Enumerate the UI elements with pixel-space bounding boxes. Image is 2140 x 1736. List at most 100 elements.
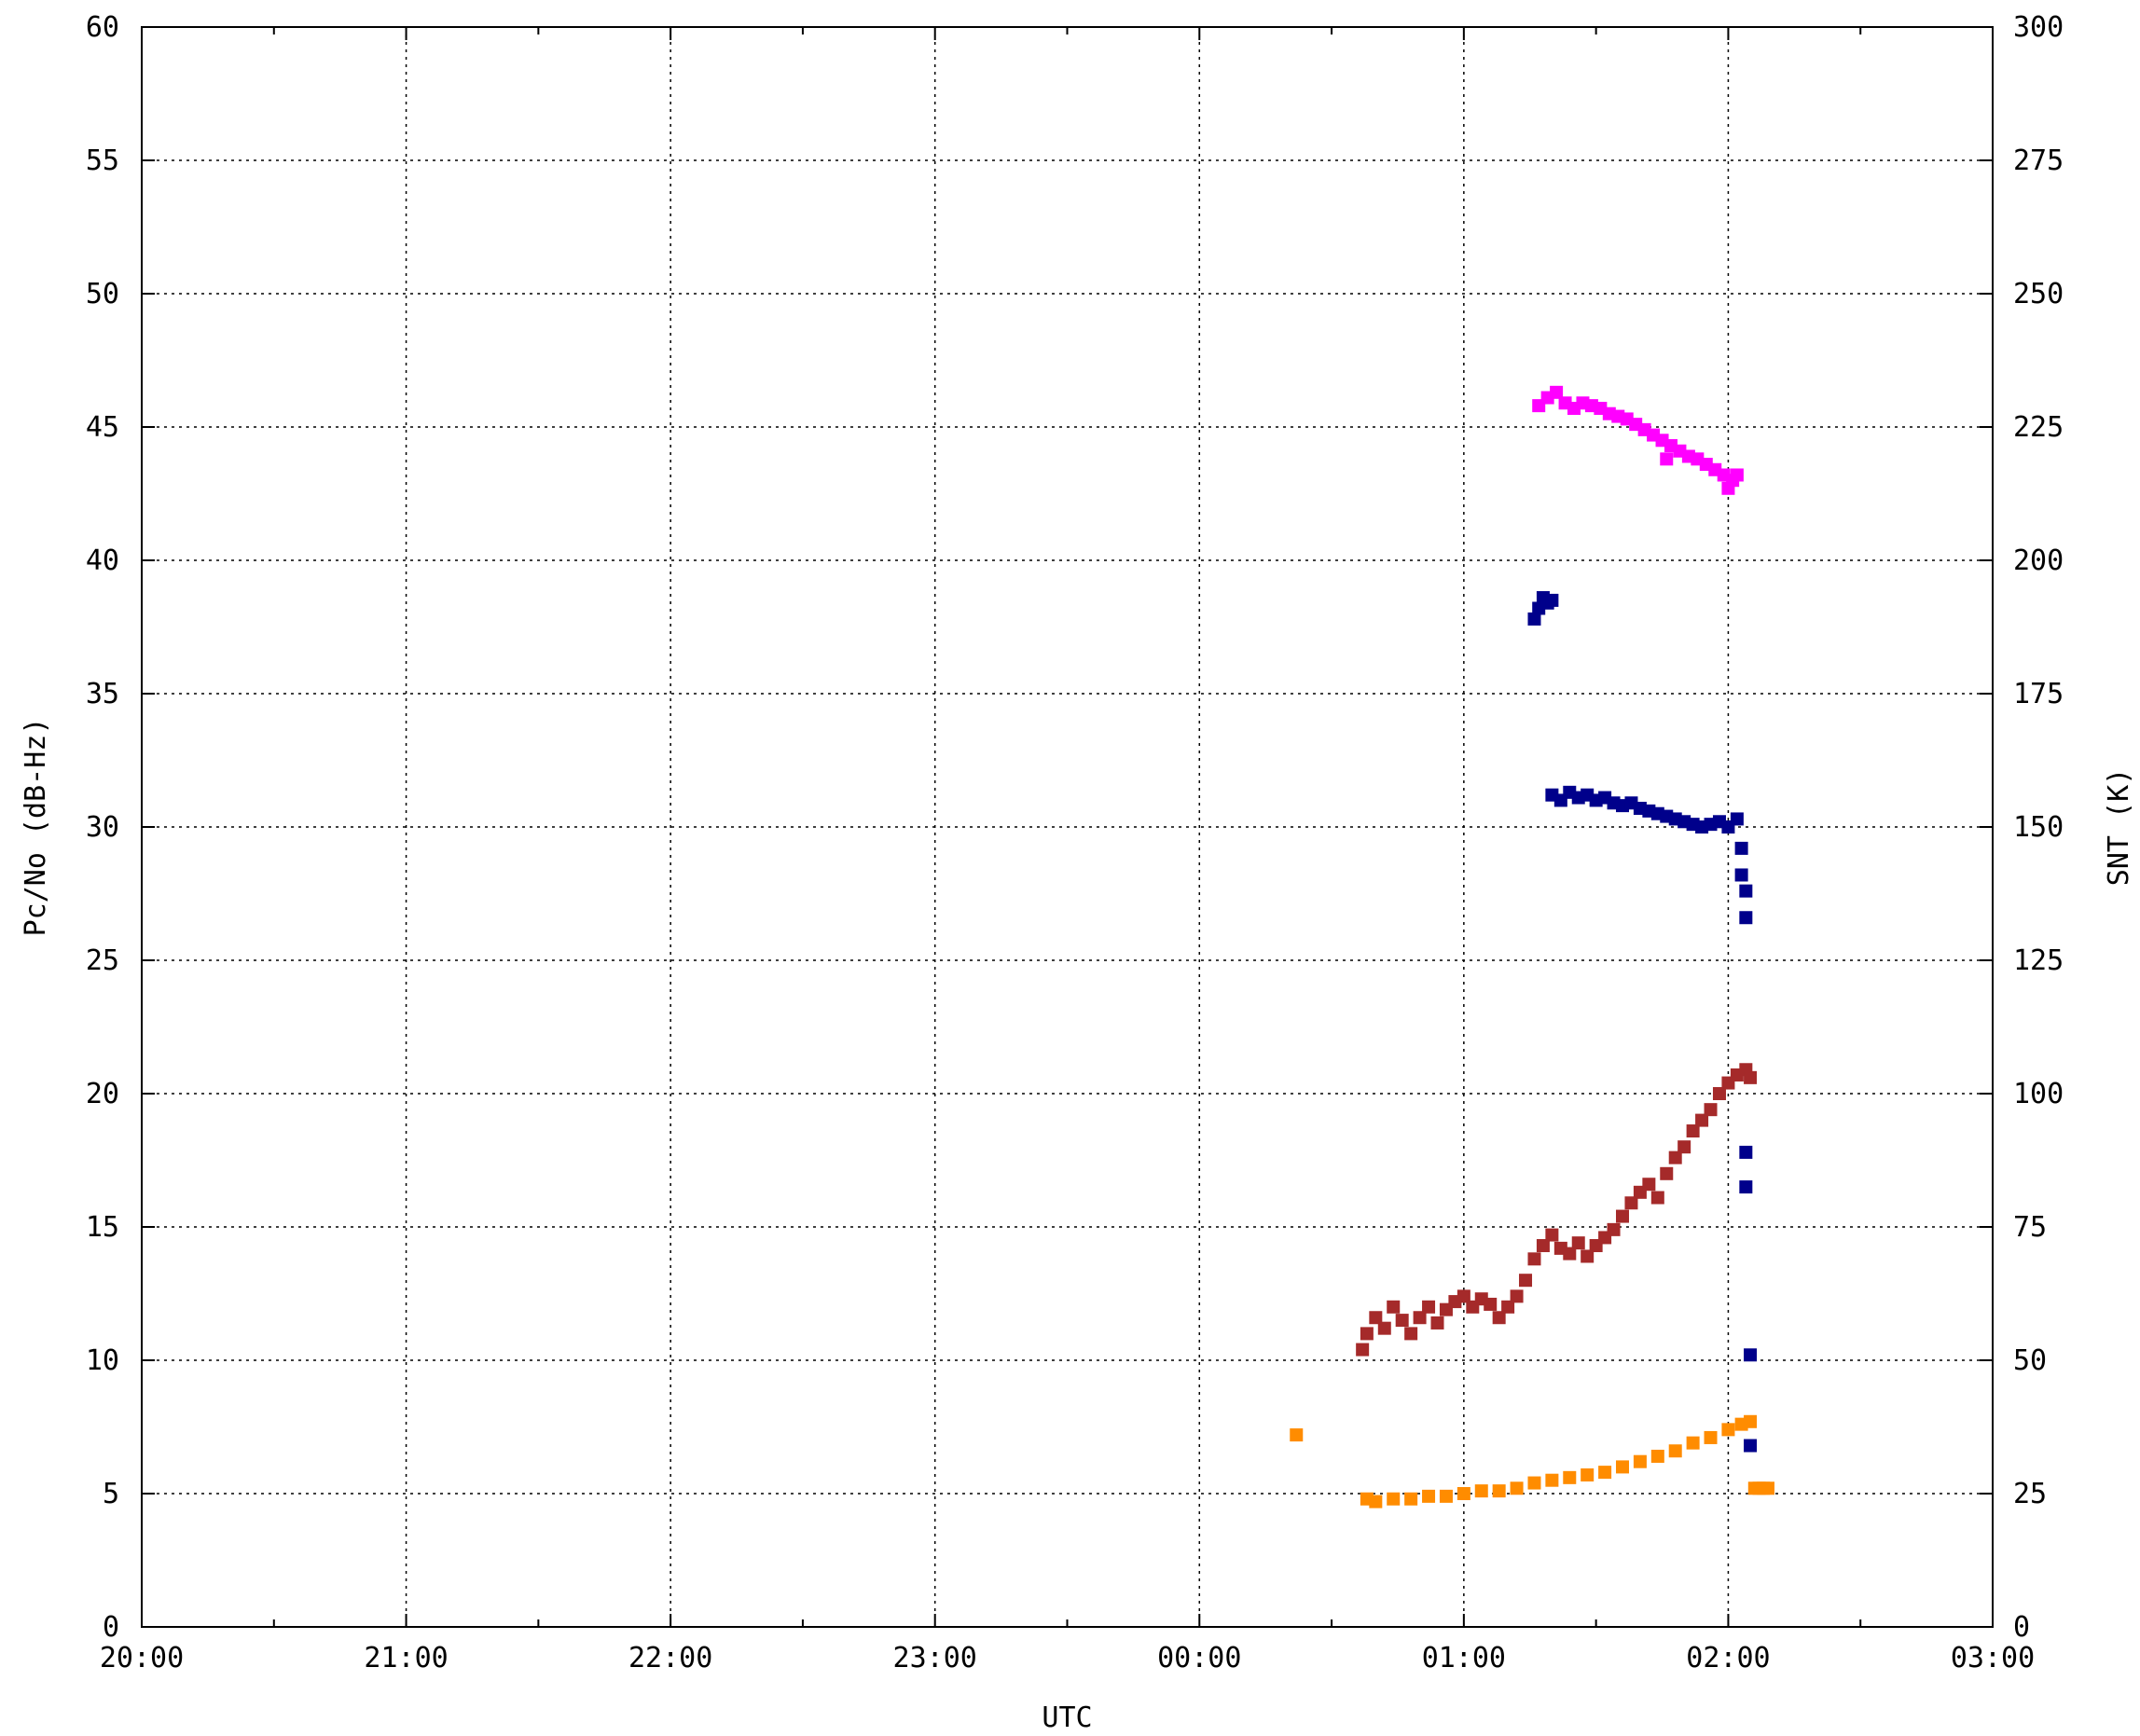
data-point — [1571, 1236, 1585, 1250]
tick-marks — [141, 26, 1994, 1628]
data-point — [1387, 1300, 1401, 1314]
data-point — [1457, 1487, 1470, 1500]
series-3-points — [1290, 1414, 1774, 1509]
x-tick-label: 21:00 — [364, 1642, 448, 1674]
data-point — [1422, 1300, 1436, 1314]
data-point — [1642, 1178, 1656, 1192]
x-tick-label: 00:00 — [1157, 1642, 1241, 1674]
data-point — [1501, 1300, 1515, 1314]
data-point — [1695, 1113, 1709, 1127]
x-tick-label: 22:00 — [628, 1642, 712, 1674]
data-point — [1290, 1428, 1304, 1442]
data-point — [1545, 1473, 1559, 1487]
data-point — [1377, 1321, 1391, 1335]
y2-tick-label: 275 — [2013, 145, 2064, 177]
x-tick-label: 03:00 — [1951, 1642, 2035, 1674]
y-tick-label: 20 — [86, 1078, 119, 1110]
data-point — [1704, 1103, 1718, 1117]
y2-tick-label: 200 — [2013, 544, 2064, 577]
data-point — [1545, 593, 1559, 607]
data-point — [1395, 1314, 1409, 1328]
data-point — [1527, 612, 1541, 626]
y2-tick-label: 175 — [2013, 678, 2064, 710]
y-axis-label-left: Pc/No (dB-Hz) — [20, 718, 52, 937]
data-point — [1404, 1492, 1418, 1506]
data-point — [1527, 1476, 1541, 1490]
data-point — [1616, 1460, 1629, 1474]
data-point — [1739, 1145, 1753, 1159]
y2-tick-label: 300 — [2013, 11, 2064, 44]
y-tick-label: 60 — [86, 11, 119, 44]
data-point — [1744, 1348, 1758, 1362]
x-tick-label: 01:00 — [1422, 1642, 1506, 1674]
y2-tick-label: 150 — [2013, 811, 2064, 844]
data-point — [1563, 1470, 1577, 1484]
series-0-points — [1532, 385, 1744, 495]
y2-tick-label: 0 — [2013, 1611, 2030, 1644]
data-point — [1668, 1444, 1682, 1458]
y-tick-label: 25 — [86, 944, 119, 977]
data-point — [1744, 1070, 1758, 1084]
y2-tick-label: 225 — [2013, 411, 2064, 444]
data-point — [1563, 1247, 1577, 1261]
tick-labels: 20:00 21:00 22:00 23:00 00:00 01:00 02:00 03:00… — [86, 11, 2064, 1674]
data-point — [1387, 1492, 1401, 1506]
x-tick-label: 02:00 — [1686, 1642, 1770, 1674]
y2-tick-label: 100 — [2013, 1078, 2064, 1110]
data-point — [1536, 1239, 1550, 1253]
data-point — [1474, 1484, 1488, 1498]
data-point — [1734, 841, 1748, 855]
data-point — [1430, 1316, 1444, 1330]
data-point — [1484, 1297, 1498, 1311]
data-point — [1360, 1327, 1374, 1341]
data-point — [1404, 1327, 1418, 1341]
data-points — [1290, 385, 1774, 1509]
data-point — [1734, 868, 1748, 882]
data-point — [1686, 1436, 1700, 1450]
data-point — [1668, 1150, 1682, 1164]
data-point — [1439, 1489, 1453, 1503]
data-point — [1422, 1489, 1436, 1503]
data-point — [1550, 385, 1564, 399]
data-point — [1739, 1180, 1753, 1194]
data-point — [1721, 1423, 1735, 1437]
data-point — [1369, 1311, 1383, 1325]
grid — [142, 27, 1993, 1627]
data-point — [1510, 1289, 1524, 1303]
y-tick-label: 40 — [86, 544, 119, 577]
data-point — [1744, 1414, 1758, 1428]
data-point — [1369, 1495, 1383, 1509]
data-point — [1760, 1481, 1774, 1495]
data-point — [1545, 1228, 1559, 1242]
y2-tick-label: 50 — [2013, 1344, 2047, 1377]
x-tick-label: 20:00 — [100, 1642, 184, 1674]
data-point — [1492, 1311, 1506, 1325]
y-tick-label: 55 — [86, 145, 119, 177]
y2-tick-label: 25 — [2013, 1478, 2047, 1510]
data-point — [1660, 1166, 1674, 1180]
data-point — [1633, 1454, 1647, 1468]
data-point — [1686, 1124, 1700, 1138]
data-point — [1413, 1311, 1427, 1325]
data-point — [1744, 1439, 1758, 1453]
data-point — [1739, 911, 1753, 925]
data-point — [1704, 1430, 1718, 1444]
data-point — [1598, 1466, 1612, 1480]
data-point — [1581, 1467, 1595, 1481]
y-tick-label: 5 — [103, 1478, 119, 1510]
data-point — [1527, 1252, 1541, 1266]
y-tick-label: 45 — [86, 411, 119, 444]
data-point — [1730, 812, 1744, 826]
series-2-points — [1356, 1063, 1758, 1357]
series-1-points — [1527, 591, 1758, 1453]
y-tick-label: 0 — [103, 1611, 119, 1644]
data-point — [1624, 1196, 1638, 1210]
data-point — [1677, 1140, 1691, 1154]
y-tick-label: 15 — [86, 1211, 119, 1244]
y-tick-label: 30 — [86, 811, 119, 844]
data-point — [1581, 1249, 1595, 1263]
y2-tick-label: 75 — [2013, 1211, 2047, 1244]
data-point — [1510, 1481, 1524, 1495]
data-point — [1712, 1087, 1726, 1100]
data-point — [1492, 1484, 1506, 1498]
